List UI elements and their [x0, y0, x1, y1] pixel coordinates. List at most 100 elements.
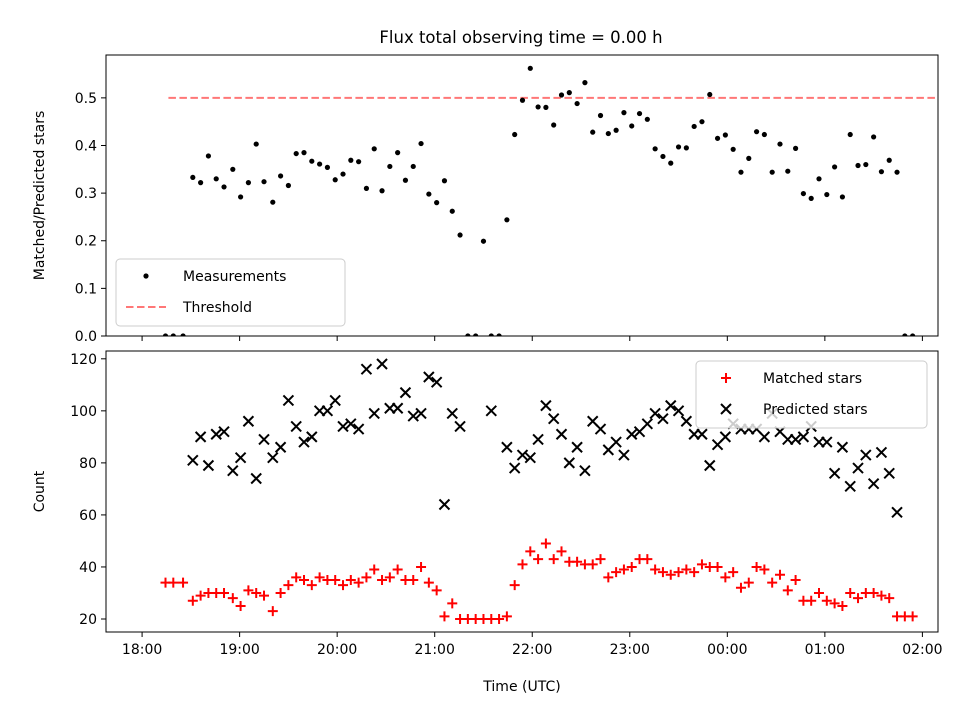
measurements-point	[410, 163, 416, 170]
top-y-tick-label: 0.5	[75, 91, 97, 107]
measurements-point	[434, 200, 440, 206]
matched-stars-point	[283, 580, 294, 591]
measurements-point	[277, 173, 284, 179]
legend-marker-predicted	[720, 403, 732, 415]
measurements-point	[824, 191, 830, 198]
measurements-point	[730, 146, 736, 152]
bottom-legend-label: Predicted stars	[763, 402, 868, 418]
measurements-point	[590, 129, 596, 135]
measurements-point	[621, 110, 627, 116]
measurements-point	[402, 177, 409, 183]
bottom-y-tick-label: 80	[79, 456, 97, 472]
predicted-stars-point	[321, 405, 334, 417]
matched-stars-point	[657, 567, 668, 578]
measurements-point	[738, 169, 744, 175]
measurements-point	[317, 161, 323, 167]
measurements-point	[309, 158, 315, 164]
matched-stars-point	[431, 585, 442, 596]
predicted-stars-point	[258, 433, 270, 446]
bottom-axes-frame	[105, 350, 939, 633]
measurements-point	[253, 141, 259, 147]
matched-stars-point	[227, 593, 238, 604]
measurements-point	[480, 238, 487, 244]
predicted-stars-point	[227, 464, 239, 477]
predicted-stars-point	[368, 407, 380, 420]
measurements-point	[245, 180, 252, 186]
bottom-x-tick-label: 21:00	[415, 642, 455, 658]
measurements-point	[418, 140, 424, 147]
measurements-point	[566, 90, 572, 96]
top-axes-frame	[105, 54, 939, 337]
matched-stars-point	[314, 572, 325, 583]
matched-stars-point	[767, 577, 778, 588]
predicted-stars-point	[210, 428, 222, 440]
measurements-point	[180, 333, 186, 336]
predicted-stars-point	[797, 431, 810, 443]
measurements-point	[597, 112, 604, 119]
predicted-stars-point	[415, 407, 427, 420]
measurements-point	[395, 150, 401, 156]
legend-marker-measurements	[143, 273, 149, 279]
measurements-point	[387, 163, 393, 170]
matched-stars-point	[439, 611, 450, 622]
measurements-point	[270, 199, 276, 205]
measurements-point	[293, 150, 299, 157]
measurements-point	[691, 123, 697, 130]
predicted-stars-point	[836, 441, 849, 453]
bottom-panel: 18:00 19:00 20:00 21:00 22:00 23:00 00:00 01:00…	[32, 350, 943, 695]
top-legend: Measurements Threshold	[115, 258, 346, 327]
measurements-point	[660, 153, 666, 160]
top-y-tick-label: 0.0	[75, 329, 97, 345]
measurements-point	[878, 169, 885, 175]
bottom-y-tick-label: 40	[79, 560, 97, 576]
bottom-legend-label: Matched stars	[763, 371, 862, 387]
predicted-stars-point	[345, 418, 357, 430]
predicted-stars-point	[594, 423, 607, 435]
matched-stars-point	[837, 600, 848, 611]
matched-stars-point	[494, 613, 505, 624]
matched-stars-point	[876, 590, 887, 601]
predicted-stars-point	[242, 415, 255, 427]
measurements-point	[871, 134, 877, 140]
predicted-stars-point	[547, 412, 560, 425]
measurements-point	[348, 157, 354, 163]
predicted-stars-point	[626, 428, 638, 440]
predicted-stars-point	[407, 410, 419, 422]
matched-stars-point	[696, 559, 707, 570]
measurements-point	[221, 184, 227, 190]
matched-stars-point	[548, 554, 559, 565]
bottom-x-tick-label: 19:00	[219, 642, 259, 658]
matched-stars-point	[377, 574, 388, 585]
matched-stars-point	[728, 567, 739, 578]
measurements-point	[707, 91, 713, 98]
measurements-point	[332, 177, 338, 183]
predicted-stars-point	[194, 431, 207, 443]
matched-stars-point	[665, 569, 676, 580]
top-y-tick-label: 0.3	[75, 186, 97, 202]
measurements-point	[496, 333, 502, 336]
predicted-stars-point	[376, 358, 388, 370]
bottom-y-tick-label: 60	[79, 508, 97, 524]
bottom-legend: Matched stars Predicted stars	[695, 360, 928, 429]
matched-stars-point	[291, 572, 302, 583]
predicted-stars-point	[187, 454, 199, 466]
measurements-point	[426, 191, 432, 197]
predicted-stars-point	[267, 451, 279, 464]
predicted-stars-point	[202, 459, 215, 472]
measurements-point	[488, 333, 494, 336]
bottom-x-tick-label: 22:00	[512, 642, 552, 658]
matched-stars-point	[572, 556, 583, 567]
measurements-point	[356, 159, 362, 165]
top-panel: 0.0 0.1 0.2 0.3 0.4 0.5 Matched/Predicted star…	[32, 54, 939, 345]
measurements-point	[535, 104, 541, 110]
matched-stars-point	[235, 600, 246, 611]
predicted-stars-point	[501, 441, 513, 453]
predicted-stars-point	[618, 449, 630, 461]
measurements-point	[198, 180, 204, 186]
predicted-stars-point	[883, 467, 895, 479]
matched-stars-point	[501, 611, 512, 622]
bottom-plot-area	[160, 358, 918, 624]
predicted-stars-point	[672, 405, 685, 417]
measurements-point	[449, 208, 455, 214]
predicted-stars-point	[337, 420, 349, 433]
